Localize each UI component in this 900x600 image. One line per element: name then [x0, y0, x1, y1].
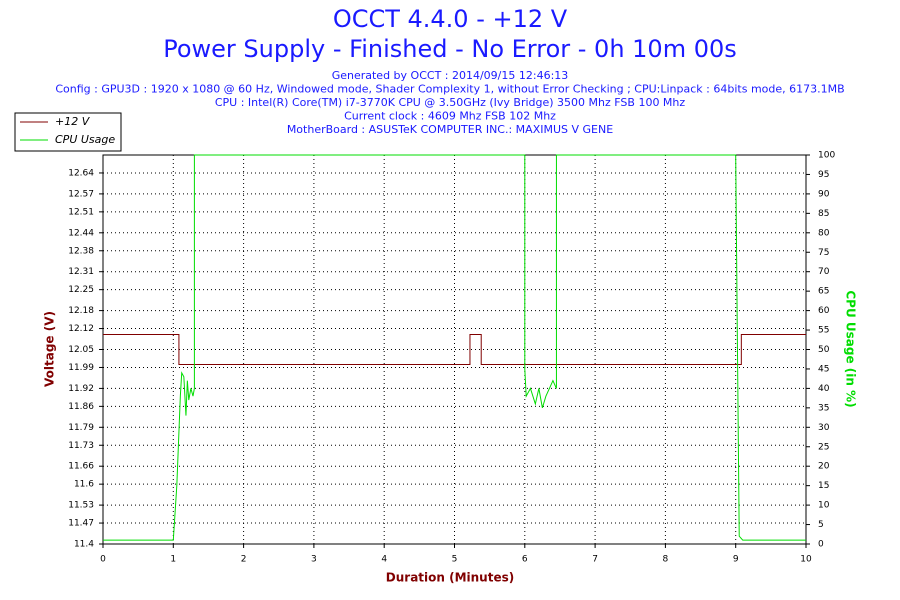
y-tick-label: 11.86 — [68, 402, 94, 412]
y-tick-label: 12.05 — [68, 345, 94, 355]
y2-tick-label: 75 — [818, 248, 829, 258]
y-tick-label: 11.4 — [74, 540, 94, 550]
x-tick-label: 4 — [381, 555, 387, 565]
y-tick-label: 11.6 — [74, 480, 94, 490]
info-line: MotherBoard : ASUSTeK COMPUTER INC.: MAX… — [287, 123, 613, 136]
info-line: Generated by OCCT : 2014/09/15 12:46:13 — [332, 69, 569, 82]
y2-tick-label: 95 — [818, 170, 829, 180]
x-tick-label: 3 — [311, 555, 317, 565]
y2-tick-label: 15 — [818, 481, 829, 491]
y-tick-label: 12.38 — [68, 246, 94, 256]
y-tick-label: 12.18 — [68, 306, 94, 316]
y2-tick-label: 30 — [818, 423, 830, 433]
y2-tick-label: 10 — [818, 501, 830, 511]
x-tick-label: 7 — [592, 555, 598, 565]
x-axis-label: Duration (Minutes) — [386, 571, 514, 585]
y-tick-label: 11.53 — [68, 501, 94, 511]
x-tick-label: 2 — [241, 555, 247, 565]
y-tick-label: 12.64 — [68, 168, 94, 178]
y-tick-label: 11.73 — [68, 441, 94, 451]
x-tick-label: 10 — [800, 555, 812, 565]
y2-tick-label: 45 — [818, 364, 829, 374]
x-tick-label: 1 — [170, 555, 176, 565]
y-tick-label: 11.79 — [68, 423, 94, 433]
y2-tick-label: 100 — [818, 151, 835, 161]
legend-label: CPU Usage — [55, 133, 115, 146]
x-tick-label: 5 — [452, 555, 458, 565]
x-tick-label: 9 — [733, 555, 739, 565]
y-tick-label: 12.51 — [68, 207, 94, 217]
y2-tick-label: 85 — [818, 209, 829, 219]
y2-tick-label: 5 — [818, 520, 824, 530]
line-series — [103, 154, 806, 541]
y-tick-label: 12.57 — [68, 189, 94, 199]
x-tick-label: 8 — [663, 555, 669, 565]
y-tick-label: 12.31 — [68, 267, 94, 277]
y2-tick-label: 70 — [818, 267, 830, 277]
x-tick-label: 0 — [100, 555, 106, 565]
y-tick-label: 12.12 — [68, 324, 94, 334]
y2-tick-label: 90 — [818, 189, 830, 199]
line-series — [103, 334, 806, 365]
y2-tick-label: 25 — [818, 442, 829, 452]
y2-tick-label: 65 — [818, 287, 829, 297]
y2-tick-label: 40 — [818, 384, 830, 394]
y-tick-label: 11.47 — [68, 519, 94, 529]
y2-tick-label: 20 — [818, 462, 830, 472]
legend-box — [14, 112, 122, 152]
y2-tick-label: 35 — [818, 403, 829, 413]
y2-tick-label: 60 — [818, 306, 830, 316]
y2-tick-label: 50 — [818, 345, 830, 355]
y-axis-label: Voltage (V) — [43, 311, 57, 387]
y-tick-label: 11.99 — [68, 363, 94, 373]
y2-axis-label: CPU Usage (in %) — [844, 290, 858, 407]
chart-subtitle: Power Supply - Finished - No Error - 0h … — [163, 35, 737, 63]
y-tick-label: 12.44 — [68, 228, 94, 238]
y2-tick-label: 55 — [818, 326, 829, 336]
y2-tick-label: 0 — [818, 540, 824, 550]
legend-label: +12 V — [55, 115, 91, 128]
info-line: CPU : Intel(R) Core(TM) i7-3770K CPU @ 3… — [215, 96, 686, 109]
info-line: Config : GPU3D : 1920 x 1080 @ 60 Hz, Wi… — [55, 83, 844, 96]
y2-tick-label: 80 — [818, 228, 830, 238]
y-tick-label: 11.66 — [68, 462, 94, 472]
info-line: Current clock : 4609 Mhz FSB 102 Mhz — [344, 110, 556, 123]
chart-title: OCCT 4.4.0 - +12 V — [333, 5, 568, 33]
y-tick-label: 11.92 — [68, 384, 94, 394]
x-tick-label: 6 — [522, 555, 528, 565]
y-tick-label: 12.25 — [68, 285, 94, 295]
